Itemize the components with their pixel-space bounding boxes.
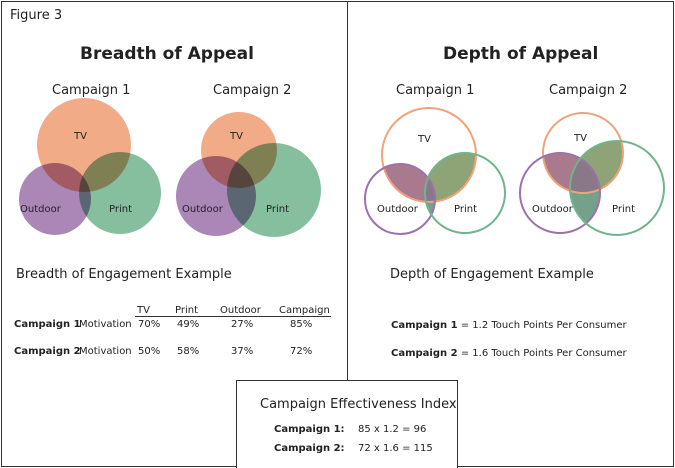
cell: 58% xyxy=(177,346,200,357)
header-underline xyxy=(135,316,331,317)
print-circle xyxy=(424,152,506,234)
breadth-title: Breadth of Appeal xyxy=(80,44,254,64)
depth-line-2: Campaign 2 = 1.6 Touch Points Per Consum… xyxy=(391,348,627,359)
depth-line-campaign: Campaign 1 xyxy=(391,320,458,331)
tv-label: TV xyxy=(418,134,431,145)
header-print: Print xyxy=(175,305,199,316)
print-label: Print xyxy=(612,204,636,215)
tv-label: TV xyxy=(74,131,87,142)
tv-circle xyxy=(542,112,624,194)
row-campaign: Campaign 1 xyxy=(14,319,81,330)
row-metric: Motivation xyxy=(79,319,132,330)
cell: 50% xyxy=(138,346,161,357)
index-row-formula: 72 x 1.6 = 115 xyxy=(358,443,433,454)
cell: 70% xyxy=(138,319,161,330)
outdoor-label: Outdoor xyxy=(377,204,418,215)
depth-title: Depth of Appeal xyxy=(443,44,599,64)
outdoor-label: Outdoor xyxy=(182,204,223,215)
outdoor-circle xyxy=(519,152,601,234)
depth-venn-campaign-2 xyxy=(519,112,665,236)
header-outdoor: Outdoor xyxy=(220,305,261,316)
panel-divider xyxy=(347,1,348,380)
cell: 37% xyxy=(231,346,254,357)
index-row-label: Campaign 1: xyxy=(274,424,345,435)
header-campaign: Campaign xyxy=(279,305,330,316)
depth-line-text: = 1.6 Touch Points Per Consumer xyxy=(460,348,627,359)
depth-line-text: = 1.2 Touch Points Per Consumer xyxy=(460,320,627,331)
cell: 85% xyxy=(290,319,313,330)
outdoor-label: Outdoor xyxy=(20,204,61,215)
print-label: Print xyxy=(109,204,133,215)
figure-label: Figure 3 xyxy=(10,8,63,23)
tv-label: TV xyxy=(574,133,587,144)
depth-campaign-1-label: Campaign 1 xyxy=(396,83,475,98)
row-campaign: Campaign 2 xyxy=(14,346,81,357)
effectiveness-index-box: Campaign Effectiveness Index Campaign 1:… xyxy=(236,380,458,468)
outdoor-circle xyxy=(364,163,436,235)
index-title: Campaign Effectiveness Index xyxy=(260,397,457,412)
print-circle xyxy=(79,152,161,234)
depth-campaign-2-label: Campaign 2 xyxy=(549,83,628,98)
breadth-campaign-2-label: Campaign 2 xyxy=(213,83,292,98)
depth-line-campaign: Campaign 2 xyxy=(391,348,458,359)
print-label: Print xyxy=(266,204,290,215)
print-circle xyxy=(227,143,321,237)
tv-label: TV xyxy=(230,131,243,142)
depth-line-1: Campaign 1 = 1.2 Touch Points Per Consum… xyxy=(391,320,627,331)
outdoor-circle xyxy=(19,163,91,235)
row-metric: Motivation xyxy=(79,346,132,357)
cell: 27% xyxy=(231,319,254,330)
breadth-venn-campaign-2 xyxy=(176,112,321,237)
cell: 49% xyxy=(177,319,200,330)
breadth-venn-campaign-1 xyxy=(19,98,161,235)
outdoor-label: Outdoor xyxy=(532,204,573,215)
breadth-example-title: Breadth of Engagement Example xyxy=(16,267,232,282)
depth-venn-campaign-1 xyxy=(364,107,506,235)
index-row-label: Campaign 2: xyxy=(274,443,345,454)
depth-example-title: Depth of Engagement Example xyxy=(390,267,594,282)
cell: 72% xyxy=(290,346,313,357)
breadth-campaign-1-label: Campaign 1 xyxy=(52,83,131,98)
print-circle xyxy=(569,140,665,236)
index-row-formula: 85 x 1.2 = 96 xyxy=(358,424,427,435)
header-tv: TV xyxy=(137,305,150,316)
print-label: Print xyxy=(454,204,478,215)
